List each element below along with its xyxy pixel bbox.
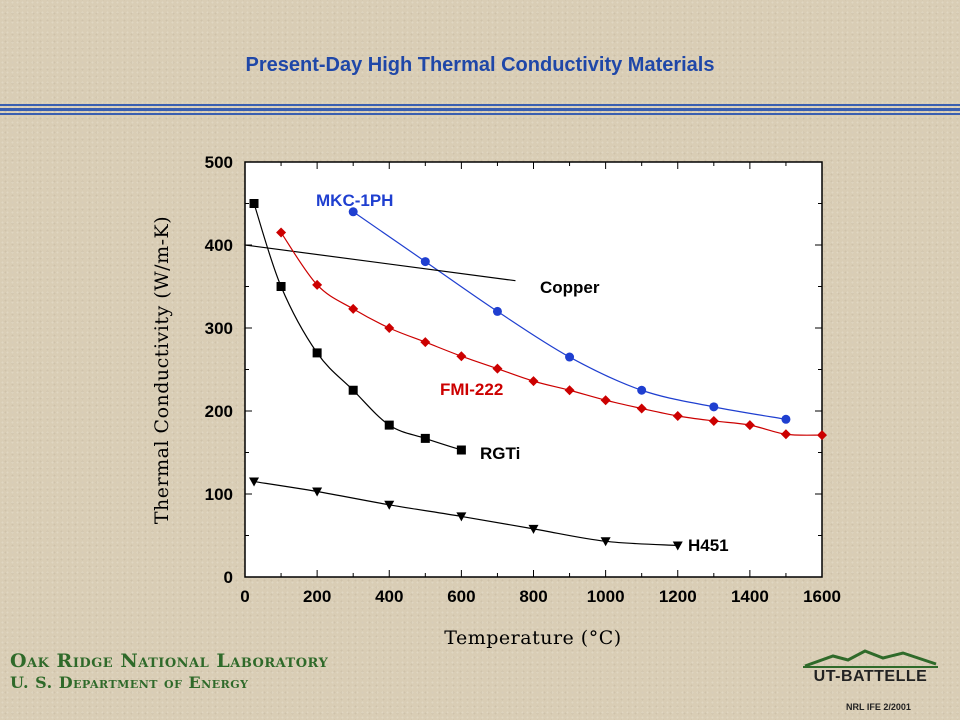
dept-name: U. S. Department of Energy — [10, 673, 249, 692]
plot-frame — [244, 161, 823, 578]
marker-mkc-1ph — [348, 207, 358, 217]
x-tick-label: 200 — [303, 587, 331, 606]
series-line-copper — [244, 244, 516, 282]
marker-rgti — [456, 445, 466, 455]
x-tick-label: 1600 — [803, 587, 841, 606]
marker-h451 — [672, 541, 683, 551]
series-label-mkc-1ph: MKC-1PH — [316, 191, 393, 210]
x-tick-label: 400 — [375, 587, 403, 606]
marker-h451 — [312, 487, 323, 497]
marker-fmi-222 — [780, 429, 791, 440]
marker-fmi-222 — [456, 351, 467, 362]
y-axis-title: Thermal Conductivity (W/m-K) — [151, 216, 173, 524]
y-tick-label: 400 — [205, 236, 233, 255]
marker-h451 — [249, 477, 260, 487]
marker-rgti — [420, 433, 430, 443]
logo-text: UT-BATTELLE — [813, 668, 928, 685]
marker-rgti — [276, 282, 286, 291]
marker-fmi-222 — [708, 415, 719, 426]
marker-rgti — [348, 385, 358, 395]
marker-h451 — [456, 512, 467, 522]
marker-fmi-222 — [636, 403, 647, 414]
marker-fmi-222 — [420, 337, 431, 348]
y-tick-labels: 0 100 200 300 400 500 — [205, 153, 233, 587]
x-tick-label: 800 — [519, 587, 547, 606]
series-label-rgti: RGTi — [480, 444, 520, 463]
marker-mkc-1ph — [781, 414, 791, 424]
marker-fmi-222 — [528, 376, 539, 387]
x-tick-label: 1200 — [659, 587, 697, 606]
marker-h451 — [600, 537, 611, 547]
mountain-logo-icon — [803, 649, 938, 668]
marker-fmi-222 — [672, 410, 683, 421]
marker-fmi-222 — [564, 385, 575, 396]
marker-fmi-222 — [312, 279, 323, 290]
marker-rgti — [249, 199, 259, 208]
marker-mkc-1ph — [492, 306, 502, 316]
x-tick-label: 0 — [240, 587, 249, 606]
marker-fmi-222 — [600, 395, 611, 406]
x-axis-title: Temperature (°C) — [444, 627, 621, 649]
x-tick-label: 1400 — [731, 587, 769, 606]
series-label-fmi-222: FMI-222 — [440, 380, 503, 399]
y-tick-label: 300 — [205, 319, 233, 338]
marker-fmi-222 — [492, 363, 503, 374]
y-tick-label: 200 — [205, 402, 233, 421]
footer-reference: NRL IFE 2/2001 — [846, 702, 911, 712]
ut-battelle-logo: UT-BATTELLE — [803, 648, 938, 694]
marker-mkc-1ph — [637, 385, 647, 395]
marker-h451 — [528, 524, 539, 534]
marker-mkc-1ph — [420, 257, 430, 267]
marker-mkc-1ph — [565, 352, 575, 362]
slide-title: Present-Day High Thermal Conductivity Ma… — [245, 54, 715, 76]
marker-fmi-222 — [384, 323, 395, 333]
marker-rgti — [384, 420, 394, 430]
x-tick-labels: 0 200 400 600 800 1000 1200 1400 1600 — [240, 587, 841, 606]
series-label-h451: H451 — [688, 536, 729, 555]
x-tick-label: 600 — [447, 587, 475, 606]
y-tick-label: 100 — [205, 485, 233, 504]
axis-ticks — [244, 161, 823, 578]
marker-fmi-222 — [348, 303, 359, 314]
marker-mkc-1ph — [709, 402, 719, 412]
marker-fmi-222 — [817, 430, 827, 441]
x-tick-label: 1000 — [587, 587, 625, 606]
marker-rgti — [312, 348, 322, 358]
series-markers — [249, 199, 827, 551]
marker-fmi-222 — [744, 420, 755, 431]
series-label-copper: Copper — [540, 278, 600, 297]
y-tick-label: 0 — [224, 568, 233, 587]
y-tick-label: 500 — [205, 153, 233, 172]
title-divider — [0, 104, 960, 115]
series-line-fmi-222 — [280, 232, 823, 436]
org-name: Oak Ridge National Laboratory — [10, 650, 329, 672]
marker-h451 — [384, 500, 395, 510]
thermal-conductivity-chart: 0 200 400 600 800 1000 1200 1400 1600 0 100 200 300… — [151, 153, 841, 649]
marker-fmi-222 — [276, 227, 287, 238]
